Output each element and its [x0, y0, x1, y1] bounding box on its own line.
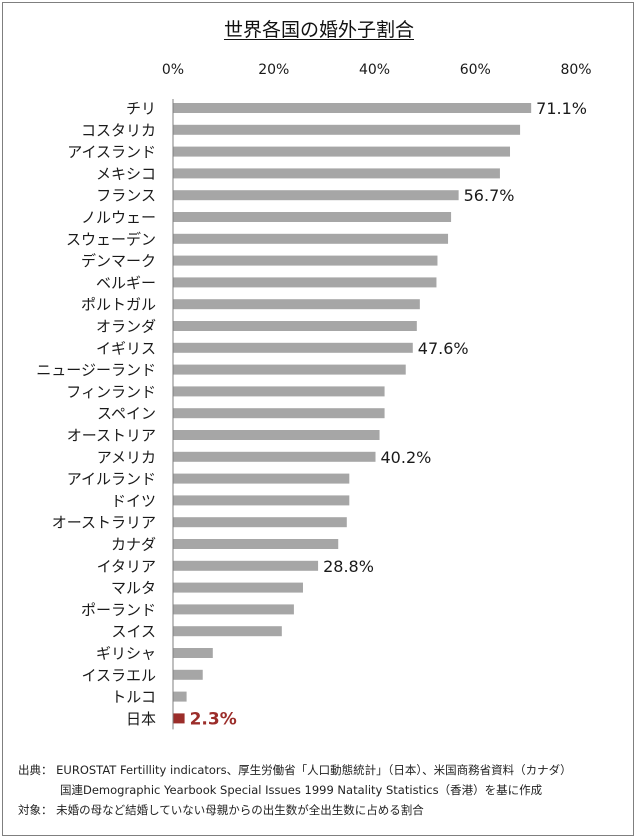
- bar: [173, 190, 459, 201]
- bar: [173, 517, 347, 528]
- source-text-2: 国連Demographic Yearbook Special Issues 19…: [60, 783, 543, 797]
- category-label: ポーランド: [81, 601, 156, 619]
- bar: [173, 451, 376, 462]
- chart-title: 世界各国の婚外子割合: [223, 19, 414, 41]
- bar: [173, 342, 413, 353]
- bar-highlight: [173, 713, 185, 724]
- bar: [173, 582, 303, 593]
- bar: [173, 473, 350, 484]
- bar: [173, 539, 339, 549]
- bar: [173, 103, 532, 113]
- bar: [173, 691, 187, 702]
- category-label: イギリス: [96, 339, 156, 357]
- category-label: オーストラリア: [52, 514, 156, 532]
- bar: [173, 124, 521, 135]
- target-label: 対象：: [18, 803, 53, 817]
- x-tick-label: 20%: [258, 62, 289, 78]
- data-label: 40.2%: [381, 448, 432, 467]
- x-tick-label: 80%: [560, 62, 591, 78]
- bar: [173, 146, 511, 157]
- bar: [173, 364, 406, 375]
- data-label: 71.1%: [536, 99, 587, 118]
- category-label: ポルトガル: [81, 296, 156, 314]
- data-label: 28.8%: [323, 557, 374, 576]
- source-line-2: 国連Demographic Yearbook Special Issues 19…: [18, 780, 572, 800]
- category-label: スウェーデン: [66, 230, 156, 248]
- source-line-1: 出典： EUROSTAT Fertillity indicators、厚生労働省…: [18, 760, 572, 780]
- bar: [173, 430, 380, 440]
- category-label: 日本: [126, 710, 156, 728]
- bar: [173, 299, 420, 310]
- bar: [173, 648, 213, 658]
- category-label: メキシコ: [96, 165, 156, 183]
- category-label: チリ: [126, 100, 156, 118]
- category-label: アイスランド: [67, 143, 156, 161]
- source-label: 出典：: [18, 763, 53, 777]
- category-label: スイス: [111, 623, 156, 641]
- category-label: アイルランド: [67, 470, 156, 488]
- x-tick-label: 60%: [460, 62, 491, 78]
- bar: [173, 212, 452, 222]
- bar: [173, 255, 438, 266]
- bar: [173, 168, 500, 179]
- category-label: イタリア: [97, 557, 156, 575]
- bar: [173, 233, 449, 244]
- bar: [173, 669, 203, 680]
- footer-notes: 出典： EUROSTAT Fertillity indicators、厚生労働省…: [18, 760, 572, 820]
- bar: [173, 560, 319, 571]
- category-label: イスラエル: [81, 666, 156, 684]
- x-tick-label: 0%: [162, 62, 184, 78]
- category-label: オーストリア: [67, 427, 156, 445]
- category-label: ノルウェー: [81, 209, 156, 227]
- category-label: マルタ: [111, 579, 156, 597]
- category-label: ニュージーランド: [36, 361, 156, 379]
- category-label: コスタリカ: [81, 121, 156, 139]
- bar: [173, 386, 385, 397]
- bar: [173, 495, 350, 506]
- category-label: ギリシャ: [96, 645, 156, 663]
- category-label: フィンランド: [66, 383, 156, 401]
- category-label: デンマーク: [81, 252, 156, 270]
- category-label: トルコ: [111, 688, 156, 706]
- data-label: 56.7%: [464, 186, 515, 205]
- category-label: カナダ: [111, 536, 156, 554]
- category-label: フランス: [96, 187, 156, 205]
- bar: [173, 277, 437, 288]
- target-line: 対象： 未婚の母など結婚していない母親からの出生数が全出生数に占める割合: [18, 800, 572, 820]
- category-label: スペイン: [97, 405, 156, 423]
- data-label: 47.6%: [418, 339, 469, 358]
- source-text-1: EUROSTAT Fertillity indicators、厚生労働省「人口動…: [56, 763, 572, 777]
- category-label: アメリカ: [97, 448, 156, 466]
- bar: [173, 604, 294, 615]
- data-label-highlight: 2.3%: [190, 709, 237, 729]
- chart-title-wrap: 世界各国の婚外子割合: [0, 15, 638, 42]
- category-label: ドイツ: [111, 492, 156, 510]
- x-tick-label: 40%: [359, 62, 390, 78]
- category-label: ベルギー: [96, 274, 156, 292]
- target-text: 未婚の母など結婚していない母親からの出生数が全出生数に占める割合: [56, 803, 424, 817]
- bar: [173, 408, 385, 419]
- bar: [173, 626, 282, 637]
- category-label: オランダ: [96, 318, 156, 336]
- bar-chart: 0% 20% 40% 60% 80% チリコスタリカアイスランドメキシコフランスノルウェー…: [36, 62, 592, 730]
- bar: [173, 321, 417, 331]
